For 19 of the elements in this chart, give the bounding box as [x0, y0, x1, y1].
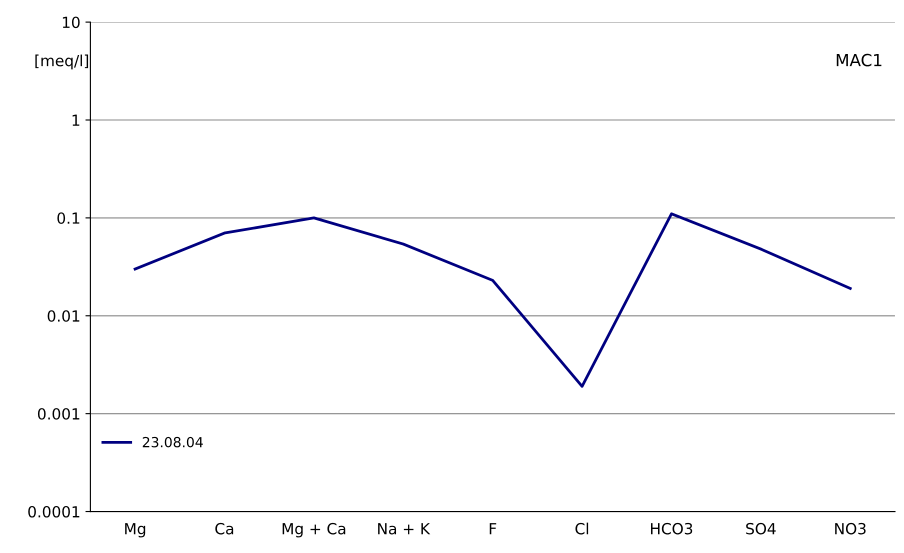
- legend-label: 23.08.04: [142, 436, 203, 448]
- x-tick-label: Cl: [575, 522, 588, 534]
- y-tick-label: 0.0001: [28, 506, 80, 518]
- y-tick-label: 0.001: [38, 408, 80, 420]
- line-series: [134, 212, 852, 388]
- y-tick-label: 0.1: [57, 212, 80, 224]
- x-tick-label: SO4: [746, 522, 776, 534]
- y-tick-label: 10: [62, 16, 80, 28]
- x-tick-label: Mg: [125, 523, 146, 538]
- y-tick-label: 0.01: [48, 310, 80, 322]
- x-tick-label: HCO3: [651, 522, 692, 534]
- y-tick-label: 1: [72, 114, 80, 126]
- y-axis-title: [meq/l]: [35, 54, 88, 70]
- annotation: MAC1: [836, 54, 882, 66]
- x-tick-label: Ca: [215, 522, 234, 534]
- x-tick-label: F: [490, 523, 496, 534]
- x-tick-label: Na + K: [378, 523, 430, 534]
- x-tick-label: Mg + Ca: [282, 522, 346, 538]
- x-tick-label: NO3: [835, 522, 866, 534]
